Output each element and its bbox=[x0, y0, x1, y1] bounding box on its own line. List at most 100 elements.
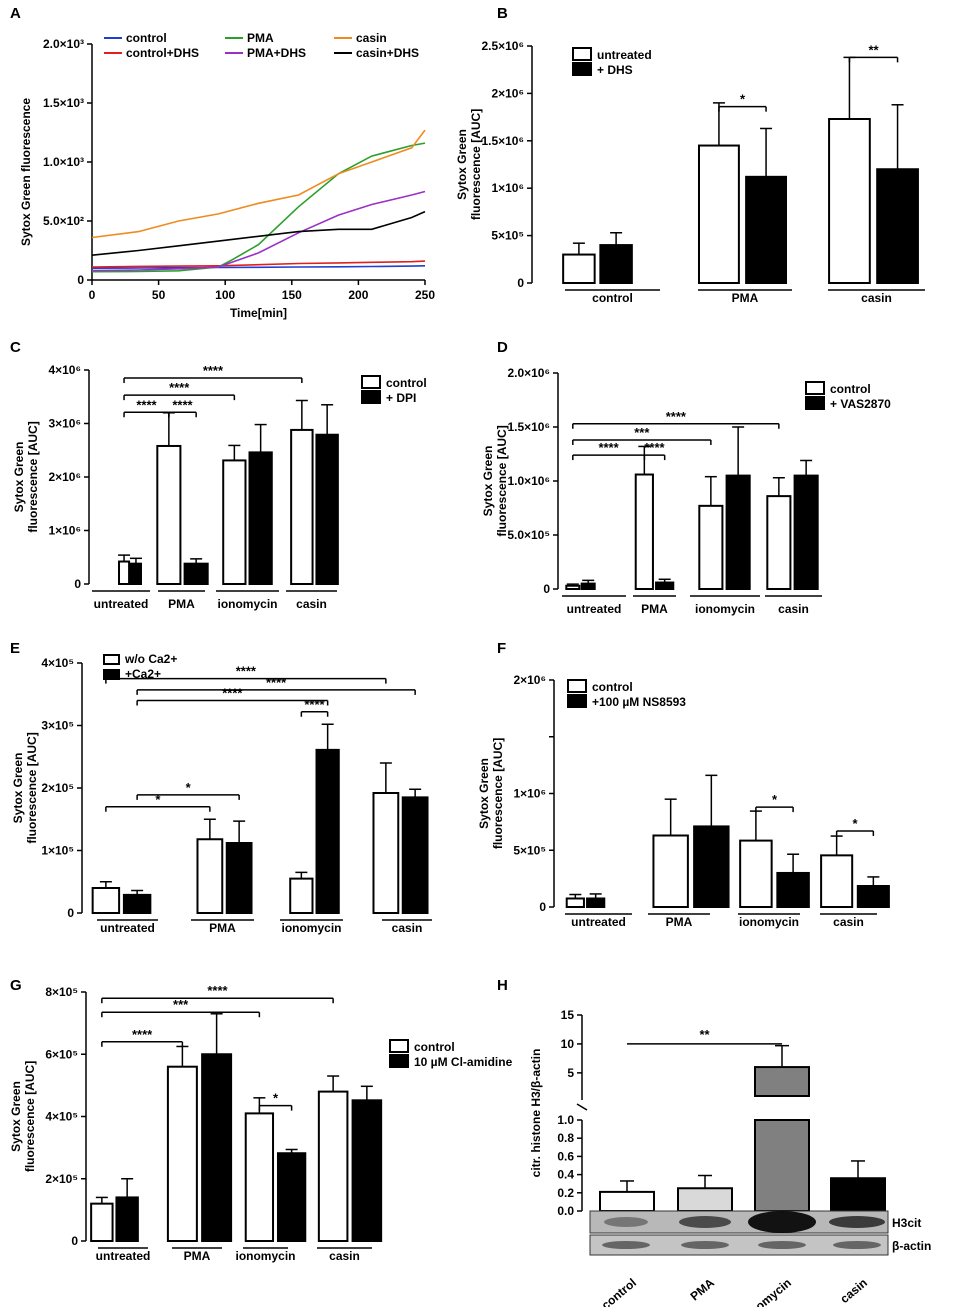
significance-label: **** bbox=[666, 409, 687, 424]
panel-letter: C bbox=[10, 339, 21, 356]
y-axis-title: Sytox Greenfluorescence [AUC] bbox=[481, 425, 509, 536]
legend-label: w/o Ca2+ bbox=[124, 652, 177, 666]
blot-band-actin bbox=[602, 1241, 650, 1249]
legend: control+100 µM NS8593 bbox=[567, 679, 686, 709]
category-label: PMA bbox=[209, 921, 236, 935]
bar-ionomycin-a bbox=[244, 1112, 275, 1242]
y-axis-title-line: Sytox Green bbox=[11, 753, 25, 824]
panel-B: B 0 5×10⁵ 1×10⁶ 1.5×10⁶ 2×10⁶ 2.5×10⁶ control PM… bbox=[455, 5, 925, 305]
bar-casin-a bbox=[317, 1090, 349, 1242]
bar-pma-a bbox=[196, 838, 224, 914]
panel-C: C 0 1×10⁶ 2×10⁶ 3×10⁶ 4×10⁶ untreated PMA ionomy… bbox=[10, 339, 427, 611]
category-label: PMA bbox=[641, 602, 668, 616]
category-label: casin bbox=[392, 921, 423, 935]
y-axis-title-line: Sytox Green bbox=[455, 129, 469, 200]
y-axis-title-line: fluorescence [AUC] bbox=[26, 421, 40, 532]
legend-label: control bbox=[830, 382, 871, 396]
y-tick-label: 1.5×10³ bbox=[43, 96, 84, 110]
y-tick-label: 5 bbox=[567, 1066, 574, 1080]
panel-letter: G bbox=[10, 977, 22, 994]
y-axis-title-line: fluorescence [AUC] bbox=[23, 1061, 37, 1172]
bar-control-a bbox=[562, 253, 596, 284]
y-tick-label: 10 bbox=[561, 1037, 575, 1051]
blot-label-actin: β-actin bbox=[892, 1239, 931, 1253]
panel-letter: D bbox=[497, 339, 508, 356]
y-tick-label: 0.4 bbox=[557, 1168, 574, 1182]
y-tick-label: 1×10⁵ bbox=[41, 844, 74, 858]
y-tick-label: 4×10⁵ bbox=[45, 1110, 78, 1124]
category-label: casin bbox=[861, 291, 892, 305]
y-tick-label: 0 bbox=[539, 900, 546, 914]
series-line-casin bbox=[91, 129, 426, 239]
legend-swatch bbox=[103, 654, 120, 665]
series-line-pma bbox=[91, 142, 426, 273]
panel-letter: B bbox=[497, 5, 508, 22]
bar-pma-b bbox=[745, 175, 788, 285]
y-tick-label: 1.5×10⁶ bbox=[481, 134, 524, 148]
y-axis-title: Sytox Greenfluorescence [AUC] bbox=[477, 738, 505, 849]
y-axis-title: Sytox Greenfluorescence [AUC] bbox=[12, 421, 40, 532]
y-tick-label: 0 bbox=[71, 1234, 78, 1248]
y-tick-label: 0.6 bbox=[557, 1149, 574, 1163]
bar-ionomycin-b bbox=[276, 1152, 307, 1243]
y-axis-title-line: fluorescence [AUC] bbox=[25, 732, 39, 843]
legend-label: untreated bbox=[597, 48, 652, 62]
series-line-control bbox=[91, 265, 426, 270]
category-label: ionomycin bbox=[695, 602, 755, 616]
significance-label: ** bbox=[699, 1027, 710, 1042]
y-axis-title-line: Sytox Green bbox=[477, 758, 491, 829]
significance-label: * bbox=[186, 780, 192, 795]
x-tick-label: 100 bbox=[215, 288, 235, 302]
y-tick-label: 8×10⁵ bbox=[45, 985, 78, 999]
panel-D: D 0 5.0×10⁵ 1.0×10⁶ 1.5×10⁶ 2.0×10⁶ untreated P… bbox=[481, 339, 891, 616]
y-tick-label: 2×10⁵ bbox=[41, 781, 74, 795]
significance-label: **** bbox=[222, 686, 243, 701]
bar-untreated-b bbox=[586, 897, 606, 908]
bar-untreated-b bbox=[122, 893, 152, 914]
legend-label: + DHS bbox=[597, 63, 633, 77]
bar-casin-b bbox=[401, 796, 429, 914]
significance-label: **** bbox=[136, 397, 157, 412]
bar-pma-a bbox=[166, 1065, 198, 1242]
legend-label: 10 µM Cl-amidine bbox=[414, 1055, 513, 1069]
significance-label: **** bbox=[304, 697, 325, 712]
category-label: untreated bbox=[571, 915, 626, 929]
bar-PMA bbox=[677, 1187, 733, 1212]
bar-pma-a bbox=[652, 834, 689, 908]
y-tick-label: 5×10⁵ bbox=[491, 229, 524, 243]
panel-letter: H bbox=[497, 977, 508, 994]
bar-pma-b bbox=[201, 1053, 233, 1242]
western-blot-image bbox=[589, 1210, 889, 1256]
significance-label: **** bbox=[236, 664, 257, 679]
significance-label: ** bbox=[868, 42, 879, 57]
blot-band-h3cit bbox=[829, 1216, 885, 1228]
bar-ionomycin-a bbox=[289, 877, 314, 914]
bar-ionomycin-b bbox=[248, 451, 273, 586]
significance-label: * bbox=[740, 92, 746, 107]
significance-label: **** bbox=[207, 983, 228, 998]
significance-label: * bbox=[852, 816, 858, 831]
category-label: ionomycin bbox=[235, 1249, 295, 1263]
category-label: ionomycin bbox=[217, 597, 277, 611]
category-label: PMA bbox=[666, 915, 693, 929]
legend-swatch bbox=[389, 1054, 409, 1068]
significance-label: **** bbox=[172, 397, 193, 412]
bar-pma-b bbox=[655, 581, 675, 591]
y-tick-label: 0 bbox=[543, 582, 550, 596]
category-label: untreated bbox=[94, 597, 149, 611]
blot-band-h3cit bbox=[604, 1217, 648, 1227]
y-axis-title-line: fluorescence [AUC] bbox=[495, 425, 509, 536]
bar-ionomycin-a bbox=[698, 504, 724, 590]
significance-label: **** bbox=[598, 440, 619, 455]
bar-untreated-a bbox=[91, 887, 121, 914]
y-tick-label: 0 bbox=[517, 276, 524, 290]
legend-swatch bbox=[361, 390, 381, 404]
significance-label: **** bbox=[266, 675, 287, 690]
legend-swatch bbox=[567, 679, 587, 693]
x-tick-label: 50 bbox=[152, 288, 166, 302]
category-label: casin bbox=[329, 1249, 360, 1263]
y-tick-label: 2×10⁶ bbox=[491, 86, 524, 100]
category-label: casin bbox=[833, 915, 864, 929]
blot-band-actin bbox=[681, 1241, 729, 1249]
significance-label: * bbox=[772, 792, 778, 807]
